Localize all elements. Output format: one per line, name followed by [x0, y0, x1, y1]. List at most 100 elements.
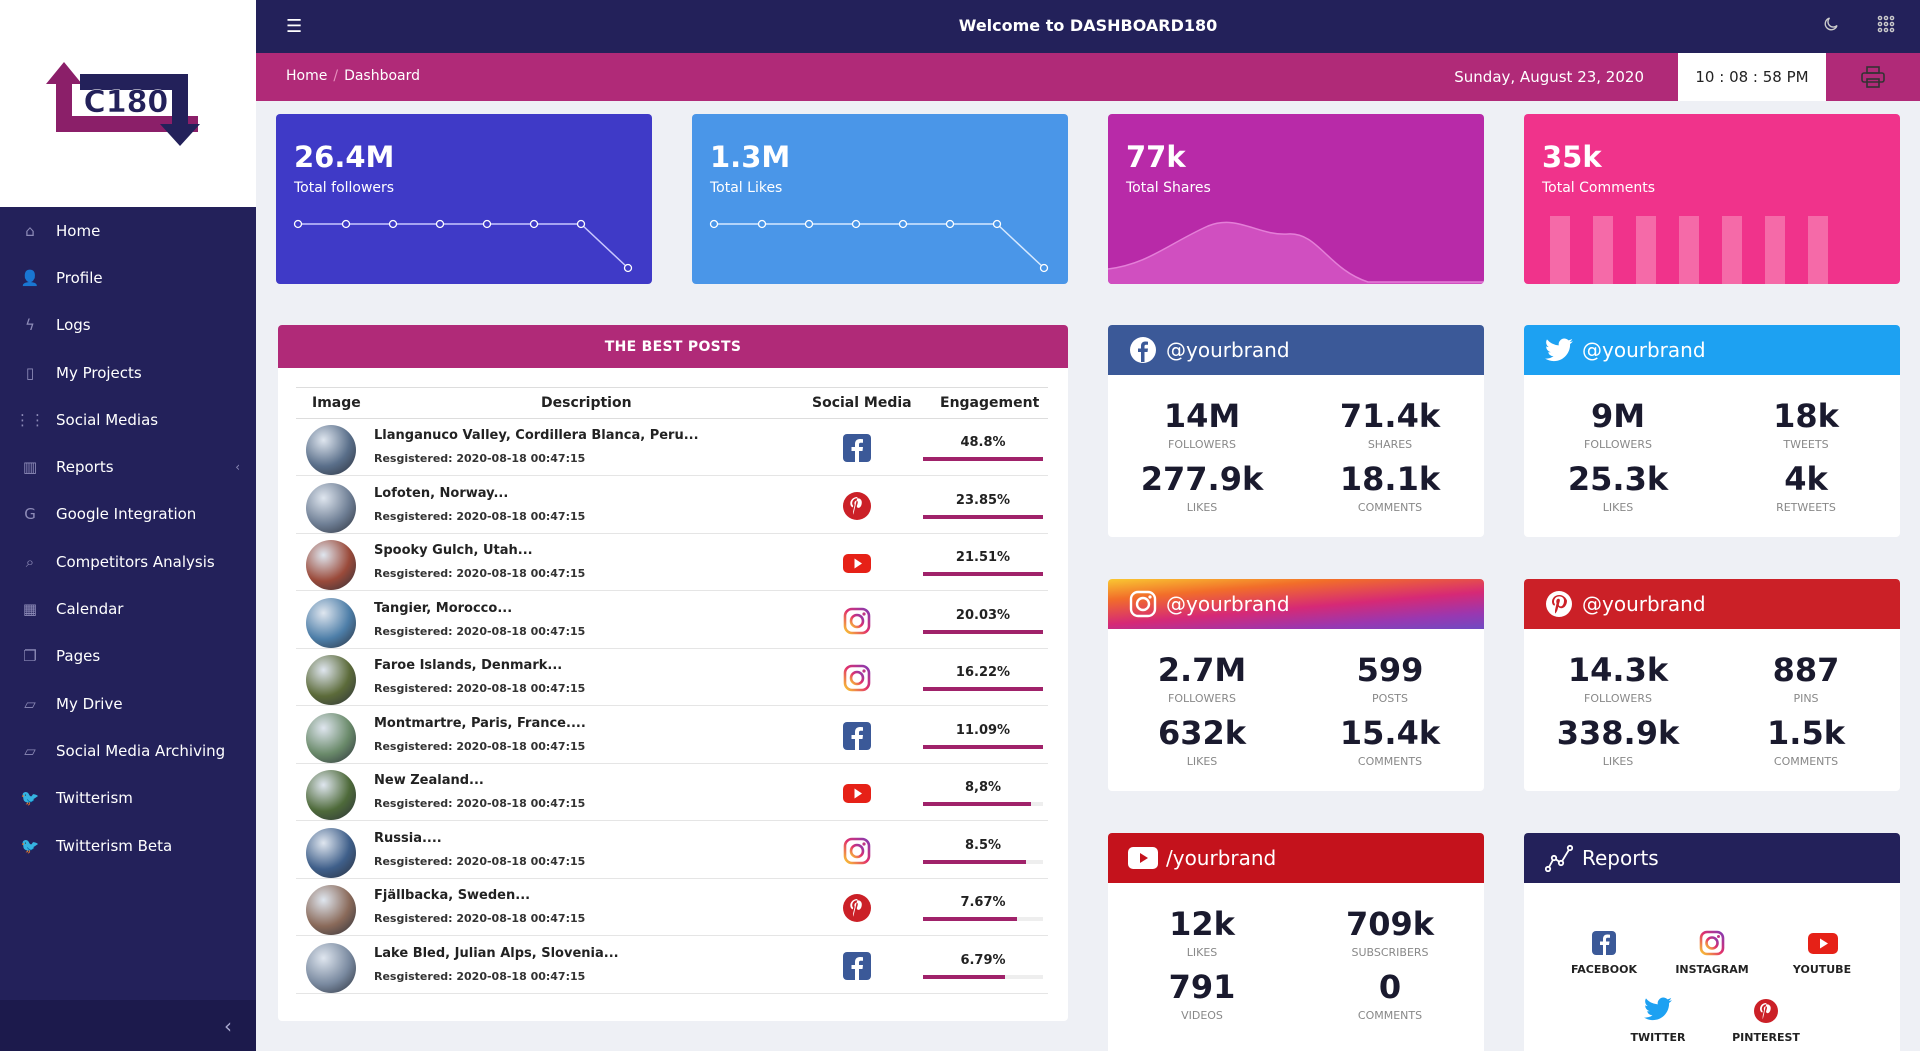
post-thumbnail[interactable] — [306, 942, 356, 993]
sidebar-item-profile[interactable]: 👤 Profile — [0, 254, 256, 301]
total-likes-label: Total Likes — [710, 180, 783, 196]
table-row[interactable]: Llanganuco Valley, Cordillera Blanca, Pe… — [296, 419, 1048, 476]
sidebar-item-calendar[interactable]: ▦ Calendar — [0, 585, 256, 632]
bar-chart-icon: ▥ — [22, 458, 38, 477]
total-comments-card: 35k Total Comments — [1524, 114, 1900, 284]
table-row[interactable]: Tangier, Morocco... Resgistered: 2020-08-… — [296, 592, 1048, 649]
instagram-comments-label: COMMENTS — [1357, 755, 1423, 768]
report-link-youtube[interactable]: YOUTUBE — [1772, 929, 1872, 976]
pinterest-icon — [1544, 589, 1574, 619]
dark-mode-icon[interactable] — [1822, 15, 1840, 37]
logo[interactable]: C180 — [0, 0, 256, 207]
table-row[interactable]: Lake Bled, Julian Alps, Slovenia... Resgi… — [296, 937, 1048, 994]
post-title: Spooky Gulch, Utah... — [374, 543, 533, 558]
breadcrumb-home-link[interactable]: Home — [286, 68, 328, 84]
collapse-sidebar-button[interactable]: ‹ — [0, 1000, 256, 1051]
reports-title: Reports — [1582, 846, 1659, 870]
sidebar-item-social-medias[interactable]: ⋮⋮ Social Medias — [0, 396, 256, 443]
facebook-card-header[interactable]: @yourbrand — [1108, 325, 1484, 375]
table-row[interactable]: New Zealand... Resgistered: 2020-08-18 00… — [296, 764, 1048, 821]
post-thumbnail[interactable] — [306, 482, 356, 533]
post-thumbnail[interactable] — [306, 712, 356, 763]
bookmark-icon: ▯ — [25, 363, 35, 382]
report-link-pinterest[interactable]: PINTEREST — [1716, 997, 1816, 1044]
sidebar-item-label: Google Integration — [56, 505, 197, 524]
sidebar-item-home[interactable]: ⌂ Home — [0, 207, 256, 254]
total-shares-card: 77k Total Shares — [1108, 114, 1484, 284]
facebook-card: @yourbrand 14M FOLLOWERS 71.4k SHARES 277.… — [1108, 325, 1484, 537]
twitter-icon — [1644, 997, 1672, 1025]
current-date: Sunday, August 23, 2020 — [1454, 68, 1644, 86]
logo-icon: C180 — [46, 61, 200, 146]
twitter-handle: @yourbrand — [1582, 338, 1706, 362]
breadcrumb-bar: Home / Dashboard Sunday, August 23, 2020 1… — [256, 53, 1920, 101]
engagement-value: 21.51% — [955, 550, 1011, 565]
instagram-icon — [842, 836, 872, 866]
youtube-card-header[interactable]: /yourbrand — [1108, 833, 1484, 883]
post-registered: Resgistered: 2020-08-18 00:47:15 — [374, 969, 586, 983]
engagement-value: 16.22% — [955, 665, 1011, 680]
instagram-followers-value: 2.7M — [1157, 651, 1247, 689]
facebook-icon — [1128, 335, 1158, 365]
post-thumbnail[interactable] — [306, 885, 356, 935]
sidebar-item-pages[interactable]: ❐ Pages — [0, 633, 256, 680]
search-icon: ⌕ — [25, 552, 35, 571]
table-row[interactable]: Spooky Gulch, Utah... Resgistered: 2020-0… — [296, 534, 1048, 591]
post-thumbnail[interactable] — [306, 827, 356, 878]
twitter-card: @yourbrand 9M FOLLOWERS 18k TWEETS 25.3k LI… — [1524, 325, 1900, 537]
post-thumbnail[interactable] — [306, 540, 356, 590]
sidebar-item-my-projects[interactable]: ▯ My Projects — [0, 349, 256, 396]
sidebar-item-twitterism-beta[interactable]: 🐦 Twitterism Beta — [0, 822, 256, 869]
pinterest-pins-label: PINS — [1793, 692, 1819, 705]
sidebar-item-label: Reports — [56, 458, 114, 477]
engagement-bar — [923, 859, 1043, 864]
sidebar-item-reports[interactable]: ▥ Reports ‹ — [0, 443, 256, 490]
hamburger-menu-icon[interactable]: ☰ — [286, 16, 303, 37]
post-thumbnail[interactable] — [306, 597, 356, 648]
sidebar-item-google-integration[interactable]: G Google Integration — [0, 491, 256, 538]
engagement-bar — [923, 572, 1043, 576]
sidebar-item-label: Home — [56, 221, 101, 240]
apps-grid-icon[interactable] — [1877, 15, 1895, 37]
table-row[interactable]: Lofoten, Norway... Resgistered: 2020-08-1… — [296, 477, 1048, 534]
col-header-image: Image — [312, 395, 361, 411]
post-title: Fjällbacka, Sweden... — [374, 888, 531, 903]
table-row[interactable]: Faroe Islands, Denmark... Resgistered: 20… — [296, 649, 1048, 706]
twitter-icon: 🐦 — [20, 836, 40, 855]
post-title: Lofoten, Norway... — [374, 485, 509, 501]
instagram-posts-label: POSTS — [1372, 692, 1408, 705]
table-row[interactable]: Fjällbacka, Sweden... Resgistered: 2020-0… — [296, 879, 1048, 936]
total-shares-label: Total Shares — [1126, 180, 1211, 196]
reports-card-header[interactable]: Reports — [1524, 833, 1900, 883]
pinterest-card-header[interactable]: @yourbrand — [1524, 579, 1900, 629]
twitter-card-header[interactable]: @yourbrand — [1524, 325, 1900, 375]
report-link-facebook[interactable]: FACEBOOK — [1554, 929, 1654, 976]
shares-area-chart — [1108, 221, 1484, 284]
report-link-instagram[interactable]: INSTAGRAM — [1662, 929, 1762, 976]
post-registered: Resgistered: 2020-08-18 00:47:15 — [374, 509, 586, 523]
facebook-icon — [842, 721, 872, 751]
calendar-icon: ▦ — [22, 600, 38, 619]
table-row[interactable]: Russia.... Resgistered: 2020-08-18 00:47:… — [296, 822, 1048, 879]
youtube-likes-value: 12k — [1169, 905, 1235, 943]
sidebar-item-label: Social Media Archiving — [56, 741, 226, 760]
instagram-card-header[interactable]: @yourbrand — [1108, 579, 1484, 629]
report-link-twitter[interactable]: TWITTER — [1608, 997, 1708, 1044]
breadcrumb: Home / Dashboard — [286, 68, 421, 84]
sidebar-item-social-media-archiving[interactable]: ▱ Social Media Archiving — [0, 727, 256, 774]
post-thumbnail[interactable] — [306, 770, 356, 820]
col-header-description: Description — [541, 395, 632, 411]
instagram-posts-value: 599 — [1356, 651, 1424, 689]
post-title: Tangier, Morocco... — [374, 600, 513, 616]
sidebar-item-competitors-analysis[interactable]: ⌕ Competitors Analysis — [0, 538, 256, 585]
sidebar-item-twitterism[interactable]: 🐦 Twitterism — [0, 775, 256, 822]
print-icon[interactable] — [1826, 53, 1920, 101]
pinterest-pins-value: 887 — [1772, 651, 1840, 689]
twitter-likes-value: 25.3k — [1567, 460, 1669, 498]
sidebar-item-logs[interactable]: ϟ Logs — [0, 302, 256, 349]
post-thumbnail[interactable] — [306, 425, 356, 475]
table-row[interactable]: Montmartre, Paris, France.... Resgistered… — [296, 707, 1048, 764]
post-thumbnail[interactable] — [306, 655, 356, 705]
pinterest-handle: @yourbrand — [1582, 592, 1706, 616]
sidebar-item-my-drive[interactable]: ▱ My Drive — [0, 680, 256, 727]
